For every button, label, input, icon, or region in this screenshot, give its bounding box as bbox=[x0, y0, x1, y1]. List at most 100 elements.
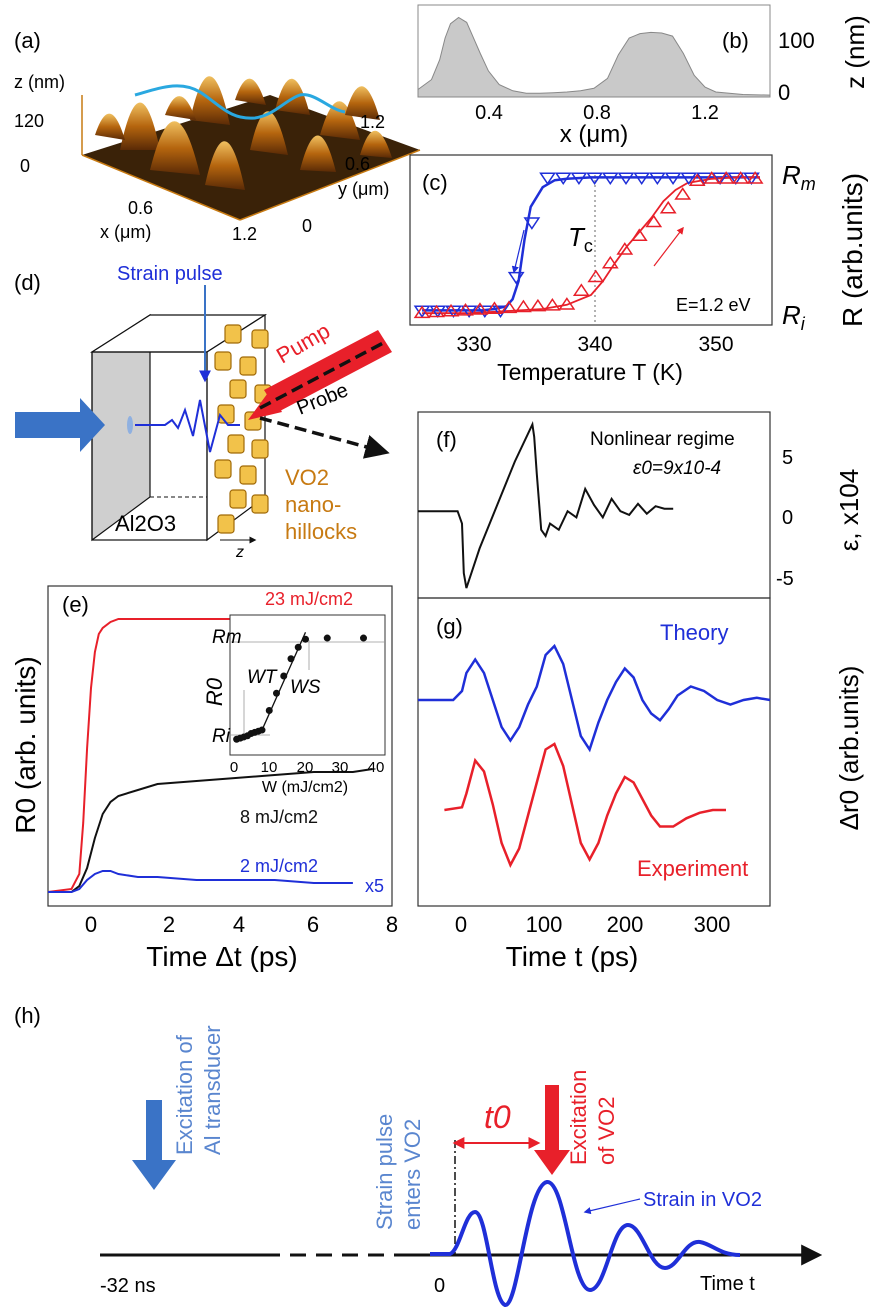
probe-in bbox=[259, 340, 386, 410]
afm-z-label: z (nm) bbox=[14, 72, 65, 92]
t0-label: t0 bbox=[484, 1099, 511, 1135]
panel-a-label: (a) bbox=[14, 28, 41, 53]
x5-label: x5 bbox=[365, 876, 384, 896]
energy-label: E=1.2 eV bbox=[676, 295, 751, 315]
afm-line-profile bbox=[134, 84, 346, 120]
panel-c-xtick-340: 340 bbox=[577, 333, 612, 356]
panel-e-ylabel: R0 (arb. units) bbox=[10, 656, 41, 833]
panel-c: (c) Tc E=1.2 eV Rm Ri R (arb.units) 330 … bbox=[409, 154, 868, 385]
heating-point bbox=[558, 297, 576, 310]
panel-f-ytick-0: 0 bbox=[782, 507, 793, 529]
inset-data-point bbox=[360, 634, 367, 642]
cooling-arrow bbox=[511, 229, 525, 274]
heating-point bbox=[717, 171, 735, 184]
panel-c-xtick-350: 350 bbox=[698, 333, 733, 356]
afm-z-tick-120: 120 bbox=[14, 111, 44, 131]
cooling-point bbox=[633, 172, 651, 186]
heating-point bbox=[572, 283, 590, 297]
panel-d-label: (d) bbox=[14, 270, 41, 295]
inset-data-point bbox=[273, 689, 280, 697]
exc-vo2-line1: Excitation bbox=[566, 1070, 591, 1165]
panel-b: (b) 100 0 z (nm) 0.4 0.8 1.2 x (μm) bbox=[417, 4, 870, 148]
heating-arrow bbox=[653, 226, 684, 267]
cooling-curve bbox=[422, 176, 760, 312]
panel-b-ylabel: z (nm) bbox=[840, 15, 870, 89]
inset-ylabel: R0 bbox=[202, 677, 227, 706]
time-axis-label: Time t bbox=[700, 1273, 755, 1295]
vo2-label-2: nano- bbox=[285, 492, 341, 517]
panel-c-frame bbox=[409, 154, 773, 326]
cooling-point bbox=[460, 305, 478, 319]
vo2-hillocks bbox=[214, 324, 272, 534]
vo2-excitation-arrow bbox=[534, 1085, 570, 1175]
strain-enters-line2: enters VO2 bbox=[400, 1119, 425, 1230]
experiment-label: Experiment bbox=[637, 856, 748, 881]
panel-c-xlabel: Temperature T (K) bbox=[497, 359, 683, 385]
al-transducer-arrow bbox=[15, 398, 105, 452]
inset-xtick-40: 40 bbox=[368, 759, 385, 776]
afm-y-axis bbox=[239, 149, 421, 221]
inset-rm: Rm bbox=[212, 627, 242, 648]
al-excitation-arrow bbox=[132, 1100, 176, 1190]
heating-point bbox=[457, 303, 474, 316]
cooling-point bbox=[445, 305, 462, 319]
cooling-point bbox=[554, 172, 572, 186]
strain-waveform bbox=[135, 399, 240, 453]
panel-c-xtick-330: 330 bbox=[456, 333, 491, 356]
inset-xtick-10: 10 bbox=[261, 759, 278, 776]
inset-points bbox=[233, 634, 367, 743]
afm-y-label: y (μm) bbox=[338, 179, 389, 199]
heating-point bbox=[659, 200, 677, 214]
cooling-point bbox=[586, 172, 604, 186]
heating-point bbox=[500, 300, 518, 314]
strain-in-vo2-pointer bbox=[583, 1198, 641, 1215]
panel-g-xtick-100: 100 bbox=[526, 912, 563, 937]
heating-point bbox=[645, 214, 663, 228]
panel-b-label: (b) bbox=[722, 28, 749, 53]
panel-e-label: (e) bbox=[62, 592, 89, 617]
vo2-hillock bbox=[214, 351, 232, 371]
strain-pulse-curve bbox=[418, 420, 674, 589]
t-zero-label: 0 bbox=[434, 1275, 445, 1297]
panel-b-xtick-0.4: 0.4 bbox=[475, 102, 503, 124]
inset-data-point bbox=[302, 635, 309, 643]
inset-xtick-20: 20 bbox=[297, 759, 314, 776]
inset-ri: Ri bbox=[212, 726, 231, 747]
heating-point bbox=[703, 171, 721, 184]
heating-point bbox=[601, 255, 619, 269]
cooling-point bbox=[664, 172, 682, 186]
heating-markers bbox=[413, 171, 764, 319]
curve-2mj bbox=[48, 870, 353, 893]
panel-f-title: Nonlinear regime bbox=[590, 429, 735, 450]
panel-b-ytick-0: 0 bbox=[778, 80, 790, 105]
inset-xlabel: W (mJ/cm2) bbox=[262, 779, 348, 796]
panel-a: (a) z (nm) 120 0 0.6 x (μm) 1.2 1.2 0.6 bbox=[14, 28, 421, 244]
cooling-point bbox=[648, 172, 666, 186]
strain-in-vo2-wave bbox=[430, 1180, 741, 1308]
cooling-point bbox=[429, 305, 447, 319]
afm-y-tick-1.2: 1.2 bbox=[360, 112, 385, 132]
panel-f: (f) Nonlinear regime ε0=9x10-4 5 0 -5 ε,… bbox=[417, 411, 864, 599]
vo2-label-1: VO2 bbox=[285, 465, 329, 490]
heating-point bbox=[413, 305, 431, 319]
theory-label: Theory bbox=[660, 620, 728, 645]
level-rm: Rm bbox=[782, 160, 816, 194]
vo2-hillock bbox=[239, 465, 257, 485]
panel-c-ylabel: R (arb.units) bbox=[837, 173, 868, 327]
inset-data-point bbox=[294, 643, 302, 651]
label-8mj: 8 mJ/cm2 bbox=[240, 807, 318, 827]
vo2-hillock bbox=[251, 494, 269, 514]
afm-y-tick-0: 0 bbox=[302, 216, 312, 236]
cooling-point bbox=[601, 172, 619, 186]
vo2-label-3: hillocks bbox=[285, 519, 357, 544]
label-23mj: 23 mJ/cm2 bbox=[265, 589, 353, 609]
exc-vo2-line2: of VO2 bbox=[594, 1097, 619, 1165]
panel-e-xtick-8: 8 bbox=[386, 912, 398, 937]
afm-x-axis bbox=[81, 154, 241, 221]
cooling-point bbox=[617, 172, 635, 186]
substrate-box bbox=[91, 351, 208, 541]
strain-enters-line1: Strain pulse bbox=[372, 1114, 397, 1230]
cooling-point bbox=[570, 172, 588, 186]
panel-e-xlabel: Time Δt (ps) bbox=[146, 941, 297, 972]
